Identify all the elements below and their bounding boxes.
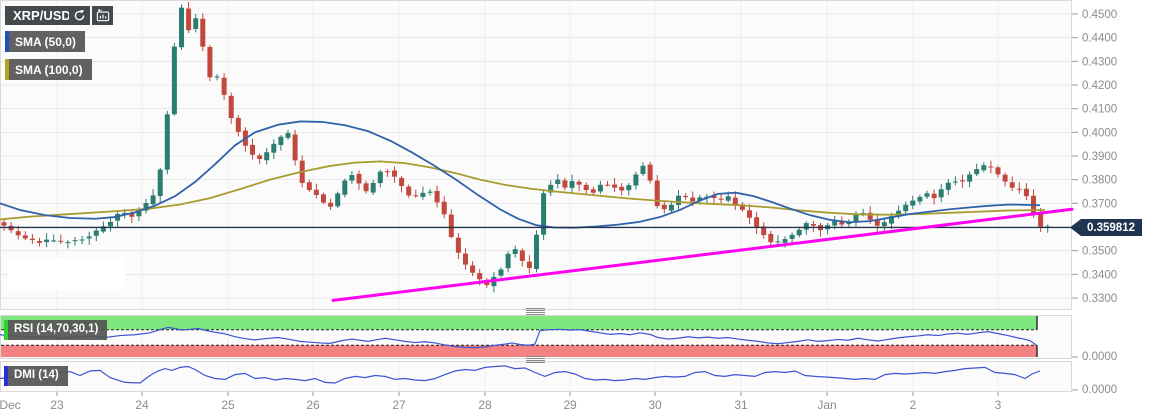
x-axis-label: 29 — [563, 398, 577, 412]
x-axis-label: 3 — [995, 398, 1002, 412]
x-axis-label: 30 — [648, 398, 662, 412]
last-price-value: 0.359812 — [1087, 221, 1135, 234]
sma50-line — [0, 120, 1041, 229]
x-axis-label: 25 — [221, 398, 235, 412]
dmi-panel-resize-handle[interactable] — [526, 356, 545, 363]
y-axis-label: 0.3900 — [1082, 151, 1117, 163]
sma100-label: SMA (100,0) — [15, 62, 83, 77]
y-axis: 0.4500 0.4400 0.4300 0.4200 0.4100 0.4000 0.39… — [1072, 9, 1117, 396]
y-axis-label: 0.3800 — [1082, 175, 1117, 187]
x-axis-label: 27 — [392, 398, 406, 412]
y-axis-label: 0.4500 — [1082, 9, 1117, 21]
sma50-label: SMA (50,0) — [15, 34, 76, 49]
dmi-legend-chip[interactable]: DMI (14) — [4, 366, 68, 386]
rsi-layer — [0, 316, 1038, 357]
indicator-zero-label: 0.0000 — [1082, 384, 1117, 396]
symbol-chip[interactable]: XRP/USD — [5, 6, 79, 25]
rsi-overbought-band — [1, 316, 1037, 330]
x-axis-label: 28 — [478, 398, 492, 412]
x-axis-label: 23 — [50, 398, 64, 412]
y-axis-label: 0.4300 — [1082, 56, 1117, 68]
dmi-label: DMI (14) — [14, 369, 59, 382]
x-axis-label: 2 — [910, 398, 917, 412]
y-axis-label: 0.3400 — [1082, 269, 1117, 281]
x-axis-label: Dec — [0, 398, 21, 412]
x-axis-label: Jan — [817, 398, 836, 412]
rsi-line — [0, 326, 1037, 349]
rsi-panel-resize-handle[interactable] — [526, 308, 545, 315]
sma50-legend-chip[interactable]: SMA (50,0) — [5, 31, 85, 52]
chart-settings-button[interactable] — [92, 6, 113, 25]
indicator-zero-label: 0.0000 — [1082, 351, 1117, 363]
x-axis-label: 31 — [734, 398, 748, 412]
sma100-line — [0, 160, 1046, 221]
dmi-layer — [0, 365, 1041, 384]
x-axis-label: 26 — [306, 398, 320, 412]
x-axis: Dec 23 24 25 26 27 28 29 30 31 Jan 2 3 — [0, 392, 1002, 412]
refresh-icon — [73, 9, 86, 22]
y-axis-label: 0.4100 — [1082, 104, 1117, 116]
last-price-badge: 0.359812 — [1070, 219, 1142, 236]
y-axis-label: 0.3500 — [1082, 246, 1117, 258]
trendline — [331, 207, 1074, 302]
dmi-panel-bg — [0, 361, 1072, 392]
y-axis-label: 0.4400 — [1082, 33, 1117, 45]
rsi-label: RSI (14,70,30,1) — [14, 323, 99, 336]
rsi-oversold-band — [1, 345, 1037, 357]
y-axis-label: 0.3300 — [1082, 293, 1117, 305]
sma100-legend-chip[interactable]: SMA (100,0) — [5, 59, 92, 80]
blank-overlay-box — [8, 258, 125, 290]
refresh-button[interactable] — [69, 6, 90, 25]
x-axis-label: 24 — [135, 398, 149, 412]
y-axis-label: 0.4000 — [1082, 127, 1117, 139]
chart-settings-icon — [96, 9, 110, 22]
dmi-line — [0, 365, 1041, 384]
y-axis-label: 0.3700 — [1082, 198, 1117, 210]
symbol-label: XRP/USD — [13, 8, 71, 23]
panel-backgrounds — [0, 0, 1072, 392]
overlays-layer — [0, 120, 1074, 302]
y-axis-label: 0.4200 — [1082, 80, 1117, 92]
rsi-legend-chip[interactable]: RSI (14,70,30,1) — [4, 320, 108, 340]
